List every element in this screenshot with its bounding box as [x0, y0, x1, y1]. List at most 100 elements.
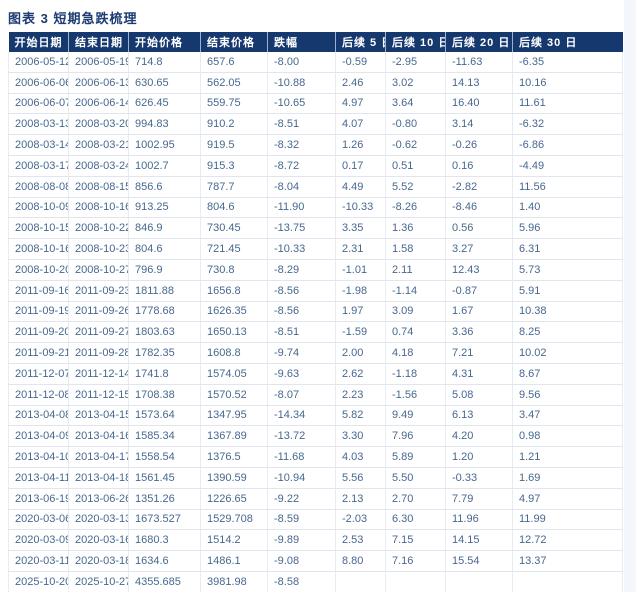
cell: -8.32 [267, 134, 336, 156]
cell [335, 571, 386, 592]
cell: 2013-04-15 [68, 405, 129, 427]
cell: 1558.54 [128, 446, 201, 468]
cell: 7.15 [385, 529, 446, 552]
table-row: 2013-04-11 2013-04-18 1561.45 1390.59 -10.94… [8, 467, 623, 489]
cell: -10.33 [335, 197, 386, 219]
cell: 2006-06-06 [8, 72, 69, 94]
table-row: 2006-06-07 2006-06-14 626.45 559.75 -10.65 4.… [8, 93, 623, 115]
cell: 11.96 [445, 509, 513, 531]
cell: -8.00 [267, 52, 336, 73]
cell: -14.34 [267, 405, 336, 427]
cell: 3.30 [335, 425, 386, 448]
cell: 11.61 [512, 93, 623, 115]
cell: 2013-04-17 [68, 446, 129, 468]
cell: 2011-09-26 [68, 301, 129, 323]
cell: 721.45 [200, 238, 268, 260]
table-row: 2025-10-20 2025-10-27 4355.685 3981.98 -8.58 [8, 571, 623, 592]
cell: 1.58 [385, 238, 446, 260]
cell: 1347.95 [200, 405, 268, 427]
cell: 2011-09-21 [8, 342, 69, 364]
cell: 1608.8 [200, 342, 268, 364]
cell: 2013-04-11 [8, 467, 69, 489]
cell: -1.01 [335, 259, 386, 281]
cell: 626.45 [128, 93, 201, 115]
cell: -2.82 [445, 176, 513, 198]
column-header: 后续 20 日 [445, 32, 513, 52]
cell: 3.64 [385, 93, 446, 115]
cell: 915.3 [200, 155, 268, 177]
table-row: 2013-06-19 2013-06-26 1351.26 1226.65 -9.22 2… [8, 488, 623, 510]
cell: 1650.13 [200, 321, 268, 344]
cell: 787.7 [200, 176, 268, 198]
table-row: 2006-05-12 2006-05-19 714.8 657.6 -8.00 -0.59… [8, 52, 623, 73]
cell: 5.89 [385, 446, 446, 468]
cell: 1514.2 [200, 529, 268, 552]
cell: 1.26 [335, 134, 386, 156]
cell: 910.2 [200, 113, 268, 136]
cell: 7.96 [385, 425, 446, 448]
cell: -8.29 [267, 259, 336, 281]
column-header: 后续 5 日 [335, 32, 386, 52]
cell: 730.45 [200, 217, 268, 240]
table-row: 2011-09-21 2011-09-28 1782.35 1608.8 -9.74 2.… [8, 342, 623, 364]
cell: 0.51 [385, 155, 446, 177]
cell: 1367.89 [200, 425, 268, 448]
cell: 2008-03-17 [8, 155, 69, 177]
cell: 2006-06-07 [8, 93, 69, 115]
table-row: 2011-09-19 2011-09-26 1778.68 1626.35 -8.56 1… [8, 301, 623, 323]
cell: -0.62 [385, 134, 446, 156]
cell: 13.37 [512, 550, 623, 572]
cell: -8.26 [385, 197, 446, 219]
table-row: 2013-04-09 2013-04-16 1585.34 1367.89 -13.72… [8, 425, 623, 448]
cell: 2020-03-09 [8, 529, 69, 552]
cell: -8.56 [267, 280, 336, 302]
cell: 0.74 [385, 321, 446, 344]
cell: 2013-04-08 [8, 405, 69, 427]
page-title: 图表 3 短期急跌梳理 [8, 11, 138, 26]
table-row: 2013-04-08 2013-04-15 1573.64 1347.95 -14.34… [8, 405, 623, 427]
cell: 562.05 [200, 72, 268, 94]
cell: 1.40 [512, 197, 623, 219]
cell: 8.80 [335, 550, 386, 572]
cell: 4.03 [335, 446, 386, 468]
cell: 3.09 [385, 301, 446, 323]
table-row: 2020-03-06 2020-03-13 1673.527 1529.708 -8.5… [8, 509, 623, 531]
cell: -6.35 [512, 52, 623, 73]
cell: -8.72 [267, 155, 336, 177]
cell: 5.91 [512, 280, 623, 302]
cell: -13.75 [267, 217, 336, 240]
cell: 2011-12-07 [8, 363, 69, 385]
cell: 1.20 [445, 446, 513, 468]
cell: 4.31 [445, 363, 513, 385]
column-header: 开始日期 [8, 32, 69, 52]
cell: 1634.6 [128, 550, 201, 572]
cell: 1486.1 [200, 550, 268, 572]
cell: -8.46 [445, 197, 513, 219]
cell: -9.89 [267, 529, 336, 552]
cell: 5.82 [335, 405, 386, 427]
cell: 9.56 [512, 384, 623, 406]
cell [385, 571, 446, 592]
column-header: 结束日期 [68, 32, 129, 52]
cell: 1529.708 [200, 509, 268, 531]
cell: 5.52 [385, 176, 446, 198]
cell: 2008-10-20 [8, 259, 69, 281]
cell: 4.20 [445, 425, 513, 448]
cell: -11.63 [445, 52, 513, 73]
cell: 3.02 [385, 72, 446, 94]
cell: -2.03 [335, 509, 386, 531]
table-row: 2011-12-07 2011-12-14 1741.8 1574.05 -9.63 2.… [8, 363, 623, 385]
cell: 4.49 [335, 176, 386, 198]
table-row: 2008-03-14 2008-03-21 1002.95 919.5 -8.32 1.2… [8, 134, 623, 156]
cell: 1.67 [445, 301, 513, 323]
cell: 2.70 [385, 488, 446, 510]
cell: -6.86 [512, 134, 623, 156]
cell: 2020-03-11 [8, 550, 69, 572]
cell: 2.13 [335, 488, 386, 510]
table-row: 2008-03-13 2008-03-20 994.83 910.2 -8.51 4.07… [8, 113, 623, 136]
cell: 2008-10-23 [68, 238, 129, 260]
cell: 10.38 [512, 301, 623, 323]
cell: 2020-03-18 [68, 550, 129, 572]
cell: 2011-09-20 [8, 321, 69, 344]
